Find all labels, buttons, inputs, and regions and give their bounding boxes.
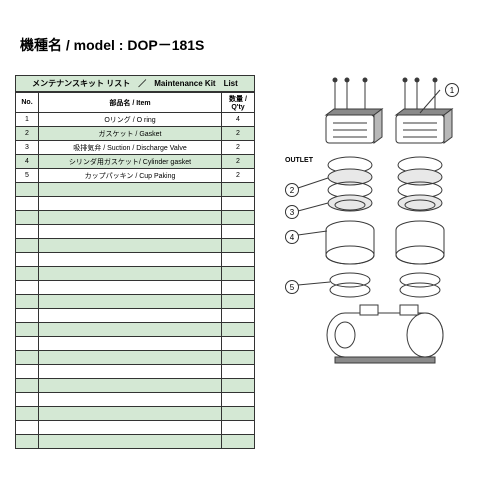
table-row: 1Oリング / O ring4 — [16, 113, 255, 127]
table-row — [16, 393, 255, 407]
model-value: DOP－181S — [127, 37, 204, 53]
table-row — [16, 379, 255, 393]
table-row: 4シリンダ用ガスケット/ Cylinder gasket2 — [16, 155, 255, 169]
title-label: 機種名 / model — [20, 37, 115, 53]
table-row — [16, 253, 255, 267]
table-row — [16, 309, 255, 323]
table-row — [16, 365, 255, 379]
col-qty: 数量 / Q'ty — [222, 93, 255, 113]
table-row — [16, 407, 255, 421]
maintenance-table: メンテナンスキット リスト ／ Maintenance Kit List No.… — [15, 75, 255, 449]
table-row — [16, 183, 255, 197]
table-row — [16, 225, 255, 239]
table-header: メンテナンスキット リスト ／ Maintenance Kit List — [15, 75, 255, 92]
table-row — [16, 337, 255, 351]
table-row: 3吸排気弁 / Suction / Discharge Valve2 — [16, 141, 255, 155]
table-column-row: No. 部品名 / Item 数量 / Q'ty — [16, 93, 255, 113]
exploded-diagram: OUTLET 1 2 3 4 5 — [265, 75, 485, 375]
callout-1: 1 — [445, 83, 459, 97]
table-row — [16, 267, 255, 281]
table-row — [16, 351, 255, 365]
callout-4: 4 — [285, 230, 299, 244]
callout-3: 3 — [285, 205, 299, 219]
table-row: 5カップパッキン / Cup Paking2 — [16, 169, 255, 183]
table-row: 2ガスケット / Gasket2 — [16, 127, 255, 141]
callout-5: 5 — [285, 280, 299, 294]
callout-2: 2 — [285, 183, 299, 197]
outlet-label: OUTLET — [285, 157, 313, 164]
page-title: 機種名 / model : DOP－181S — [20, 35, 485, 55]
table-row — [16, 323, 255, 337]
table-row — [16, 197, 255, 211]
table-row — [16, 295, 255, 309]
col-no: No. — [16, 93, 39, 113]
table-row — [16, 435, 255, 449]
col-item: 部品名 / Item — [39, 93, 222, 113]
table-row — [16, 421, 255, 435]
table-row — [16, 281, 255, 295]
table-row — [16, 239, 255, 253]
table-row — [16, 211, 255, 225]
